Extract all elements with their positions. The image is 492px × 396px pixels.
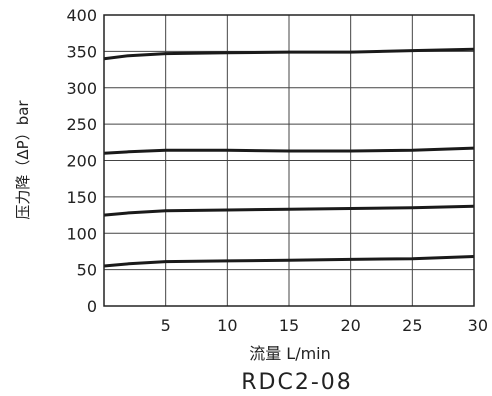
y-tick-label: 200 xyxy=(66,152,97,171)
y-axis-label: 压力降（ΔP）bar xyxy=(14,100,32,220)
x-tick-label: 30 xyxy=(468,316,488,335)
y-tick-label: 100 xyxy=(66,224,97,243)
x-tick-label: 15 xyxy=(279,316,299,335)
y-tick-label: 350 xyxy=(66,42,97,61)
x-tick-label: 5 xyxy=(161,316,171,335)
y-tick-label: 300 xyxy=(66,79,97,98)
plot-frame xyxy=(103,14,475,307)
x-tick-label: 25 xyxy=(402,316,422,335)
x-tick-label: 20 xyxy=(340,316,360,335)
series-line-2 xyxy=(103,204,475,217)
y-tick-label: 0 xyxy=(87,297,97,316)
series-line-1 xyxy=(103,255,475,268)
x-axis-label: 流量 L/min xyxy=(249,344,331,363)
x-tick-label: 10 xyxy=(217,316,237,335)
chart-title: RDC2-08 xyxy=(241,370,353,395)
series-lines xyxy=(103,47,475,268)
y-tick-label: 400 xyxy=(66,6,97,25)
y-tick-label: 50 xyxy=(77,261,97,280)
y-tick-labels: 0 50 100 150 200 250 300 350 400 xyxy=(66,6,97,316)
series-line-4 xyxy=(103,47,475,61)
y-tick-label: 250 xyxy=(66,115,97,134)
x-tick-labels: 5 10 15 20 25 30 xyxy=(161,316,488,335)
y-tick-label: 150 xyxy=(66,188,97,207)
series-line-3 xyxy=(103,146,475,155)
